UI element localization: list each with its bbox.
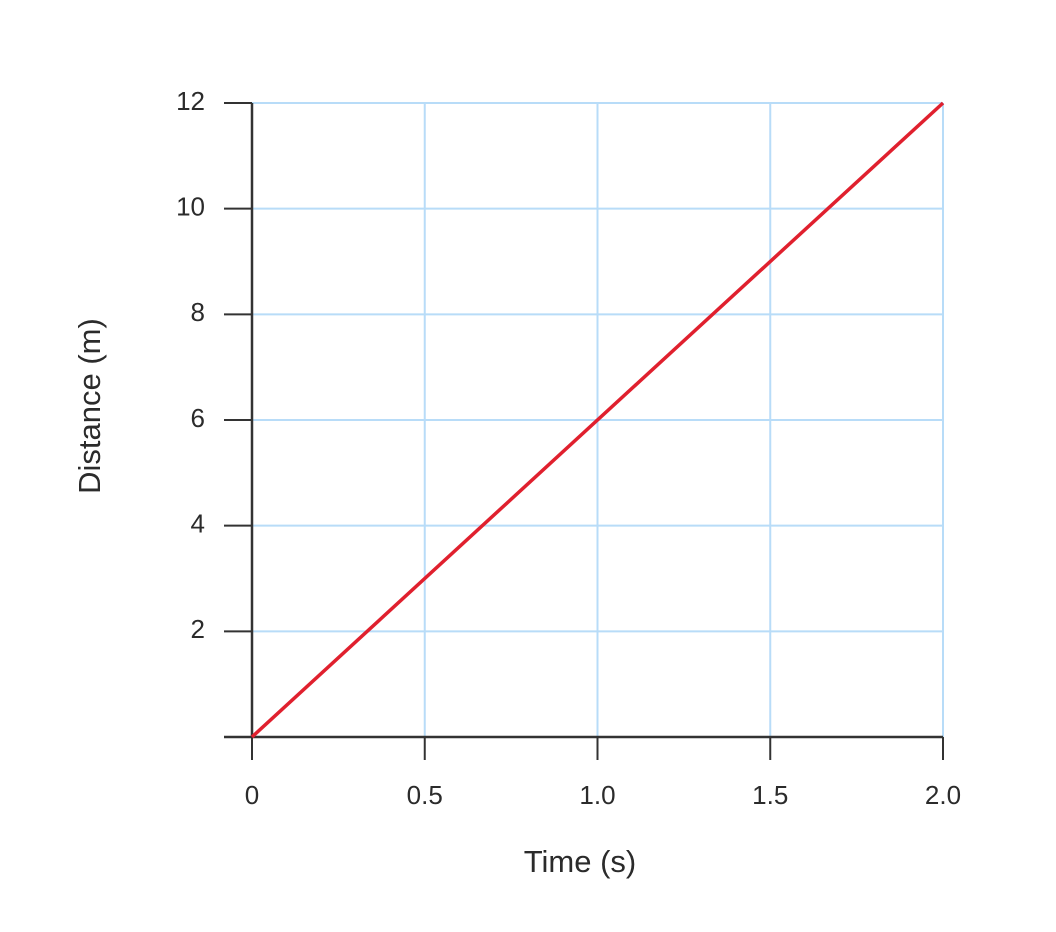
- y-axis-title: Distance (m): [72, 318, 107, 494]
- y-tick-label: 4: [191, 509, 205, 539]
- y-tick-label: 12: [176, 86, 205, 116]
- y-tick-label: 10: [176, 192, 205, 222]
- data-line: [250, 101, 945, 739]
- y-tick-label: 8: [191, 297, 205, 327]
- y-tick-label: 6: [191, 403, 205, 433]
- x-tick-label: 1.5: [752, 780, 788, 810]
- x-axis-title: Time (s): [524, 844, 637, 879]
- x-tick-label: 0.5: [407, 780, 443, 810]
- x-tick-label: 2.0: [925, 780, 961, 810]
- x-tick-label: 0: [245, 780, 259, 810]
- y-tick-label: 2: [191, 614, 205, 644]
- x-tick-label: 1.0: [579, 780, 615, 810]
